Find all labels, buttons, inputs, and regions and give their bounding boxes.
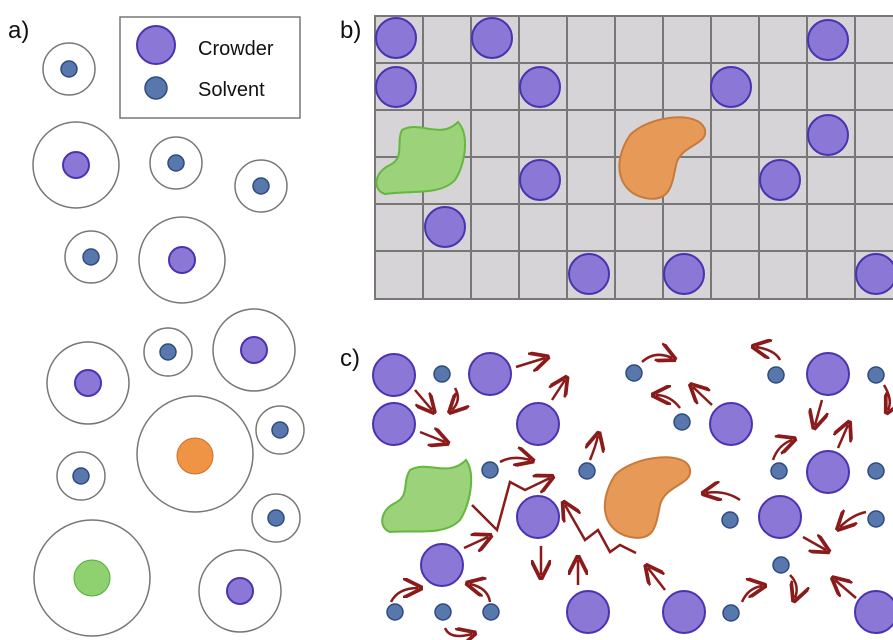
protein-orange [605, 457, 690, 538]
legend-label: Crowder [198, 38, 274, 60]
figure: a) Crowder Solvent b) c) [0, 0, 893, 640]
legend: Crowder Solvent [120, 17, 300, 118]
protein-green [382, 460, 471, 532]
panel-label: a) [8, 17, 29, 44]
particles-a [33, 43, 304, 636]
panel-label: b) [340, 17, 361, 44]
panel-label: c) [340, 345, 360, 372]
legend-label: Solvent [198, 79, 265, 101]
